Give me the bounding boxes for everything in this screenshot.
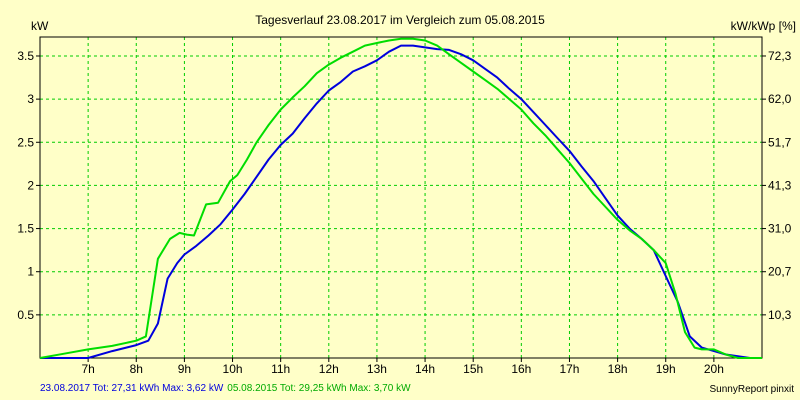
y-tick-label: 0.5 xyxy=(17,308,34,322)
x-tick-label: 20h xyxy=(704,362,724,376)
y-tick-label: 1.5 xyxy=(17,222,34,236)
y2-tick-label: 20,7 xyxy=(768,265,792,279)
y2-tick-label: 51,7 xyxy=(768,135,792,149)
x-tick-label: 17h xyxy=(559,362,579,376)
y2-tick-label: 72,3 xyxy=(768,49,792,63)
y2-tick-label: 31,0 xyxy=(768,222,792,236)
x-tick-label: 13h xyxy=(367,362,387,376)
y-axis-label: kW xyxy=(31,19,49,33)
chart-title: Tagesverlauf 23.08.2017 im Vergleich zum… xyxy=(255,13,545,27)
footer-series-1: 23.08.2017 Tot: 27,31 kWh Max: 3,62 kW xyxy=(40,383,224,394)
x-tick-label: 19h xyxy=(656,362,676,376)
x-tick-label: 16h xyxy=(511,362,531,376)
x-tick-label: 10h xyxy=(223,362,243,376)
y2-tick-label: 62,0 xyxy=(768,92,792,106)
x-tick-label: 12h xyxy=(319,362,339,376)
y-tick-label: 2 xyxy=(27,178,34,192)
x-tick-label: 14h xyxy=(415,362,435,376)
series-line-2 xyxy=(39,37,762,359)
y-tick-label: 3.5 xyxy=(17,49,34,63)
y-tick-label: 3 xyxy=(27,92,34,106)
axis-ticks: 7h 8h 9h 10h 11h 12h 13h 14h 15h 16h 17h 18h 19h 20h 0… xyxy=(17,49,791,376)
footer-series-2: 05.08.2015 Tot: 29,25 kWh Max: 3,70 kW xyxy=(227,383,411,394)
series-lines xyxy=(39,37,762,359)
x-tick-label: 15h xyxy=(463,362,483,376)
y2-tick-label: 41,3 xyxy=(768,178,792,192)
plot-frame xyxy=(39,36,763,359)
y2-tick-label: 10,3 xyxy=(768,308,792,322)
y-tick-label: 1 xyxy=(27,265,34,279)
x-tick-label: 8h xyxy=(130,362,143,376)
x-tick-label: 9h xyxy=(178,362,191,376)
grid-lines xyxy=(40,37,762,358)
chart-footer: 23.08.2017 Tot: 27,31 kWh Max: 3,62 kW 05… xyxy=(40,383,415,395)
x-tick-label: 7h xyxy=(81,362,94,376)
chart-credit: SunnyReport pinxit xyxy=(709,384,795,395)
x-tick-label: 18h xyxy=(608,362,628,376)
series-line-1 xyxy=(40,44,762,359)
x-tick-label: 11h xyxy=(271,362,290,376)
y2-axis-label: kW/kWp [%] xyxy=(731,19,796,33)
y-tick-label: 2.5 xyxy=(17,135,34,149)
